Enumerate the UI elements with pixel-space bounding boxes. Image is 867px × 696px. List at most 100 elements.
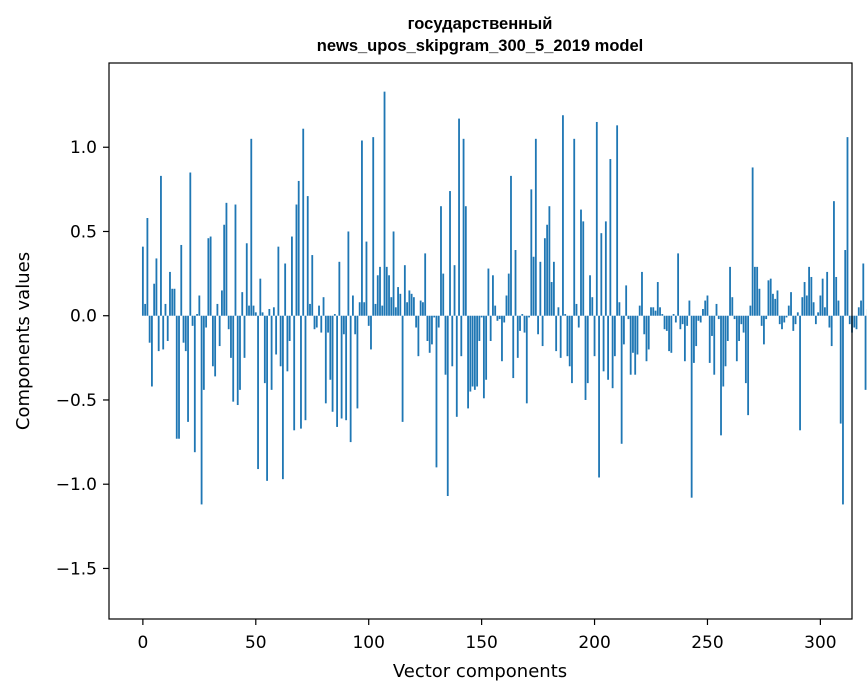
bar-160 xyxy=(503,315,506,323)
bar-255 xyxy=(717,315,720,320)
bar-175 xyxy=(537,315,539,335)
bar-105 xyxy=(379,266,381,316)
bar-236 xyxy=(674,315,677,323)
bar-123 xyxy=(419,300,422,316)
bar-25 xyxy=(198,295,201,316)
x-tick-label: 250 xyxy=(691,633,723,653)
bar-3 xyxy=(148,315,151,343)
bar-46 xyxy=(245,243,248,316)
bar-95 xyxy=(356,315,359,409)
bar-120 xyxy=(412,297,415,316)
bar-109 xyxy=(388,275,390,316)
x-tick-label: 50 xyxy=(245,633,267,653)
bar-119 xyxy=(410,293,413,316)
bar-176 xyxy=(539,261,542,316)
bar-242 xyxy=(688,300,691,316)
x-tick-label: 200 xyxy=(578,633,610,653)
bar-283 xyxy=(781,315,783,330)
bar-293 xyxy=(803,282,806,316)
bar-157 xyxy=(496,315,499,321)
bar-245 xyxy=(695,315,698,347)
bar-37 xyxy=(225,202,228,316)
bar-141 xyxy=(460,315,463,357)
bar-36 xyxy=(223,224,226,316)
bar-267 xyxy=(744,315,747,384)
bar-49 xyxy=(252,305,255,316)
bar-297 xyxy=(812,302,815,316)
y-tick-label: 0.5 xyxy=(70,222,97,242)
bar-178 xyxy=(543,238,546,316)
bar-209 xyxy=(613,315,616,357)
bar-108 xyxy=(385,266,388,316)
bar-226 xyxy=(652,307,655,316)
bar-31 xyxy=(211,315,214,367)
y-tick-label: 1.0 xyxy=(70,138,97,158)
bar-288 xyxy=(792,315,795,331)
bar-43 xyxy=(239,315,241,390)
bar-57 xyxy=(270,315,273,390)
bar-51 xyxy=(257,315,259,470)
bar-158 xyxy=(498,315,501,320)
bar-278 xyxy=(769,278,772,316)
bar-213 xyxy=(623,315,625,345)
bar-97 xyxy=(361,140,363,316)
y-tick-label: −1.5 xyxy=(56,559,97,579)
bar-171 xyxy=(528,315,530,318)
y-tick-label: −0.5 xyxy=(56,391,97,411)
bar-320 xyxy=(864,315,867,390)
bar-218 xyxy=(634,315,637,375)
bar-248 xyxy=(702,308,704,316)
bar-170 xyxy=(525,315,528,404)
bar-230 xyxy=(661,314,664,316)
bar-64 xyxy=(286,315,289,372)
bar-280 xyxy=(774,298,777,316)
bar-172 xyxy=(530,189,533,316)
bar-66 xyxy=(291,236,293,316)
bar-150 xyxy=(480,315,483,318)
bar-17 xyxy=(180,244,183,316)
bar-268 xyxy=(747,315,750,416)
bar-114 xyxy=(399,293,402,316)
bar-295 xyxy=(808,266,810,316)
bar-121 xyxy=(415,315,418,328)
bar-148 xyxy=(476,315,479,387)
bar-138 xyxy=(453,265,456,316)
bar-306 xyxy=(833,201,835,316)
chart-title-line-2: news_upos_skipgram_300_5_2019 model xyxy=(317,37,644,55)
bar-309 xyxy=(839,315,842,424)
bar-137 xyxy=(451,315,454,367)
chart-title-line-1: государственный xyxy=(408,15,553,33)
x-tick-label: 150 xyxy=(465,633,497,653)
bar-8 xyxy=(160,175,162,316)
bar-50 xyxy=(254,312,257,316)
bar-67 xyxy=(293,315,296,431)
bar-16 xyxy=(178,315,180,439)
bar-253 xyxy=(713,315,716,375)
bar-206 xyxy=(607,315,609,380)
bar-154 xyxy=(489,315,492,341)
bar-173 xyxy=(532,256,535,316)
bar-200 xyxy=(593,315,596,357)
bar-28 xyxy=(205,315,208,328)
bar-202 xyxy=(598,315,600,478)
bar-133 xyxy=(442,273,445,316)
bar-33 xyxy=(216,303,219,316)
bar-139 xyxy=(455,315,458,417)
bar-96 xyxy=(358,302,361,316)
bar-269 xyxy=(749,305,752,316)
bar-128 xyxy=(431,315,433,345)
bar-1 xyxy=(144,303,147,316)
bar-221 xyxy=(641,271,643,316)
bar-316 xyxy=(855,315,858,330)
bar-88 xyxy=(340,315,343,419)
y-tick-label: 0.0 xyxy=(70,307,97,327)
bar-47 xyxy=(248,305,250,316)
bar-99 xyxy=(365,241,368,316)
bar-155 xyxy=(492,275,494,316)
bar-90 xyxy=(345,315,348,421)
bar-182 xyxy=(552,261,555,316)
bar-205 xyxy=(604,221,607,316)
bar-79 xyxy=(320,315,323,333)
bar-220 xyxy=(638,305,641,316)
